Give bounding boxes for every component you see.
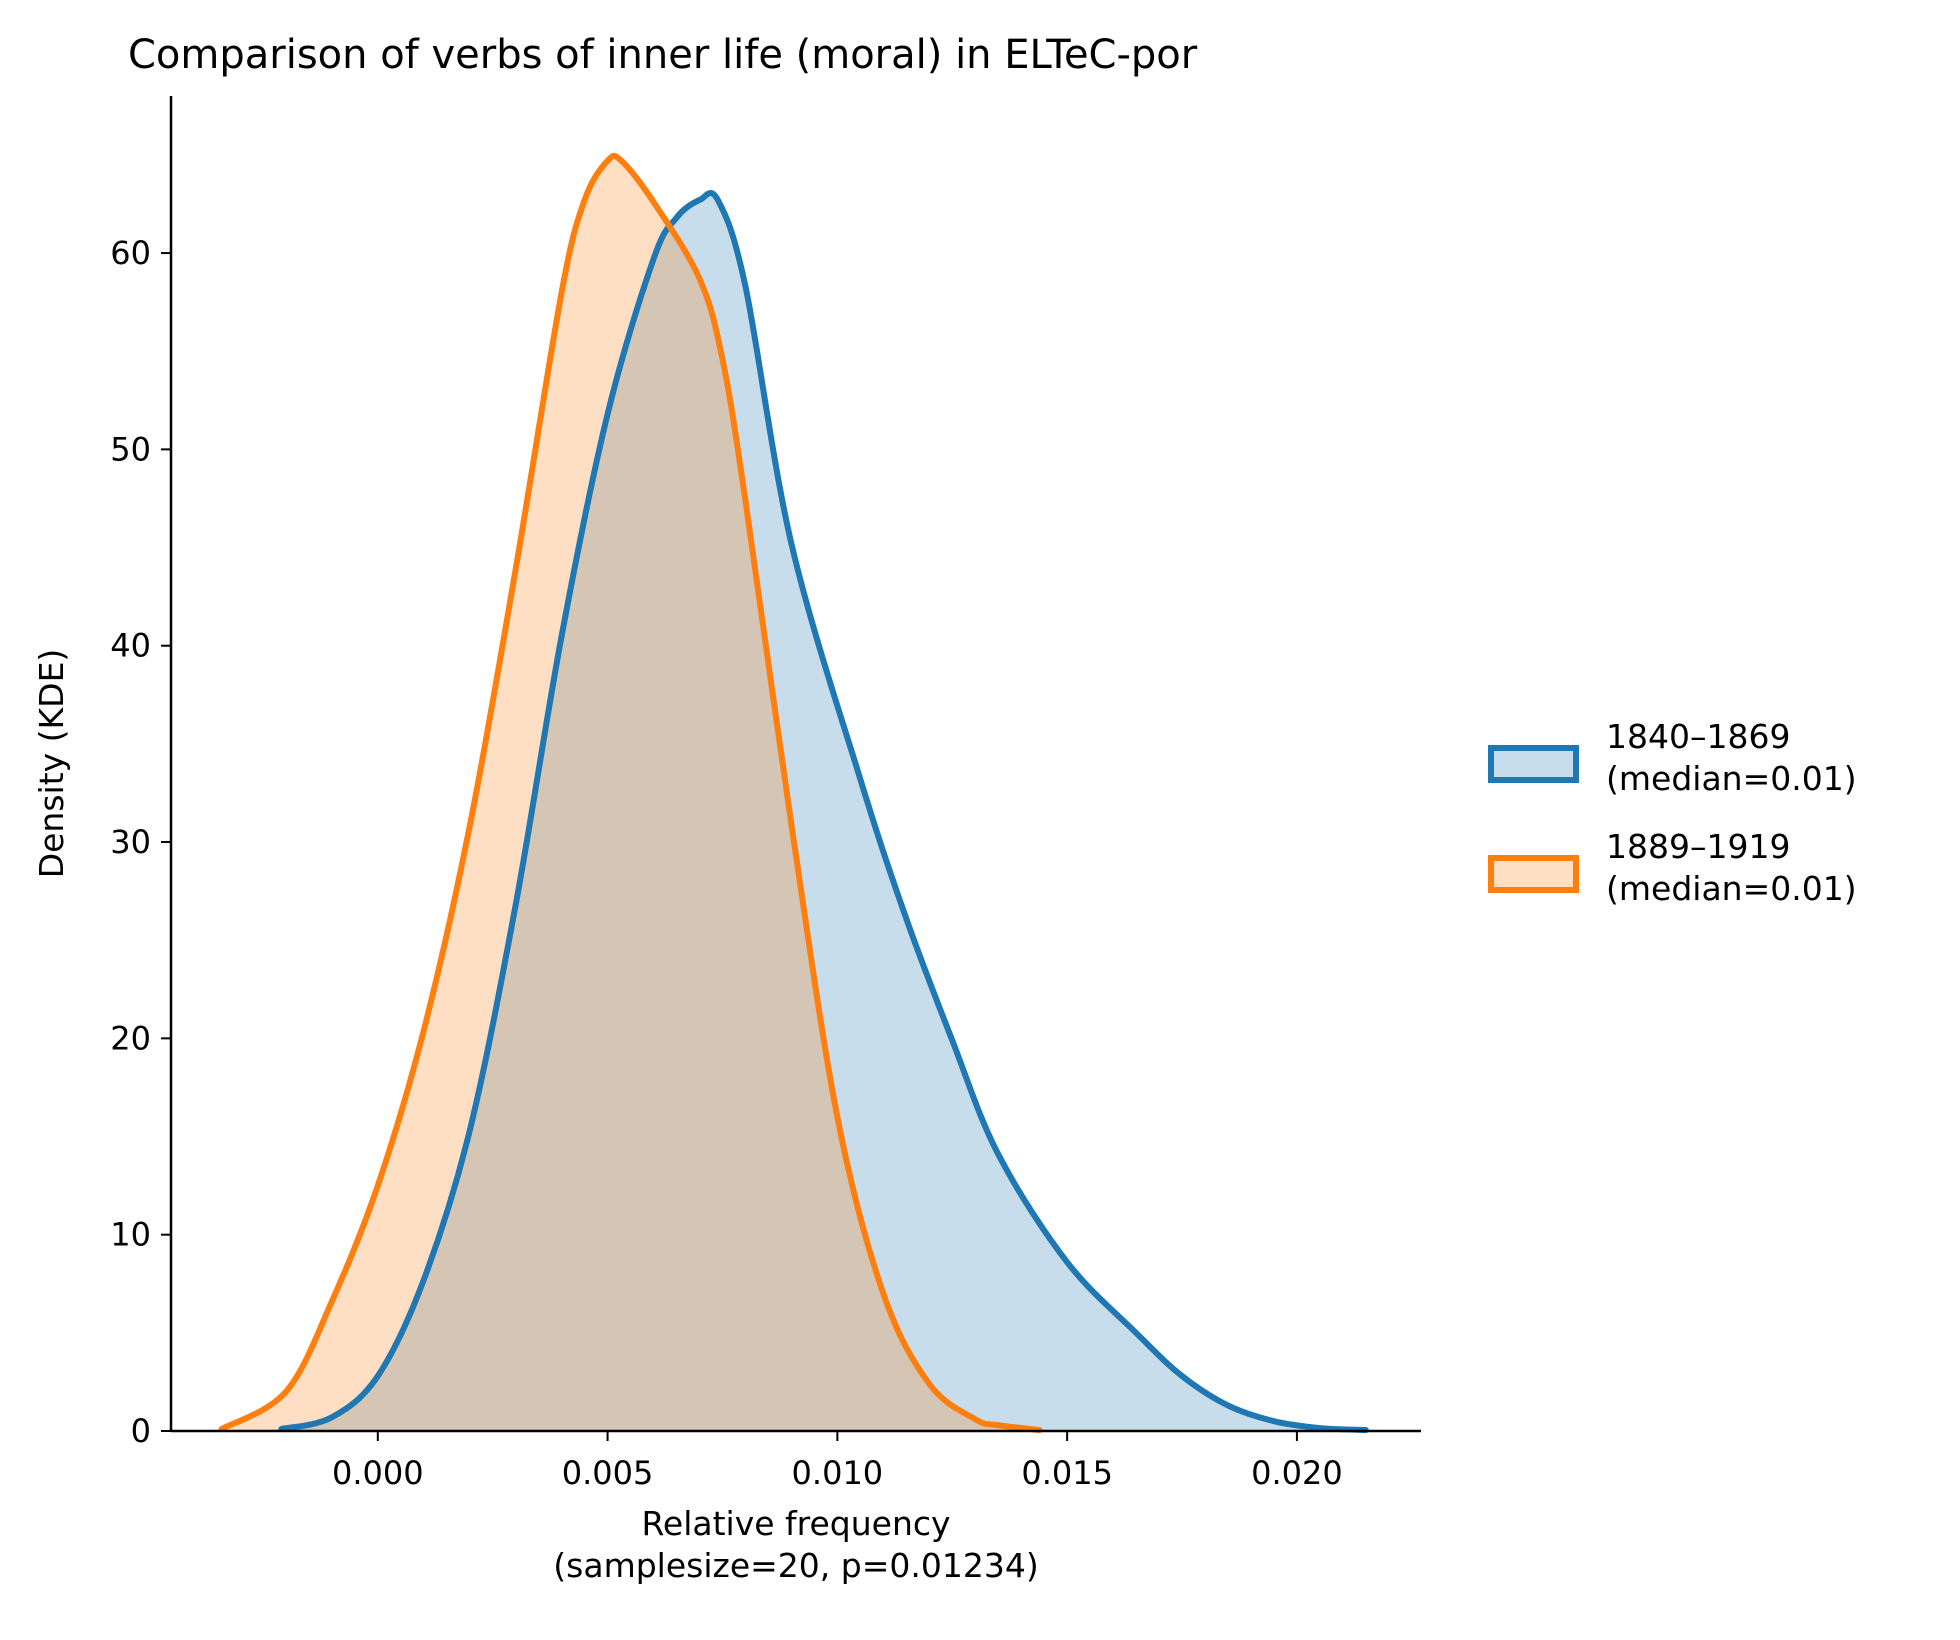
x-tick-label: 0.020 [1251, 1454, 1343, 1492]
series-area-0 [281, 192, 1366, 1432]
x-tick-label: 0.015 [1021, 1454, 1113, 1492]
x-axis-label: Relative frequency [641, 1504, 950, 1543]
y-axis-label: Density (KDE) [32, 649, 71, 879]
legend-swatch-1 [1488, 855, 1579, 893]
x-tick-label: 0.010 [792, 1454, 884, 1492]
legend-sublabel-0: (median=0.01) [1606, 759, 1857, 798]
y-axis-ticks: 0 10 20 30 40 50 60 [110, 234, 171, 1450]
series-areas [221, 155, 1366, 1432]
chart-title: Comparison of verbs of inner life (moral… [128, 32, 1198, 78]
y-tick-label: 0 [131, 1412, 151, 1450]
y-tick-label: 60 [110, 234, 151, 272]
legend-swatch-0 [1488, 745, 1579, 783]
y-tick-label: 40 [110, 627, 151, 665]
x-tick-label: 0.005 [562, 1454, 654, 1492]
y-tick-label: 20 [110, 1019, 151, 1057]
y-tick-label: 30 [110, 823, 151, 861]
series-line-1 [218, 152, 1043, 1434]
legend-label-0: 1840–1869 [1606, 717, 1790, 756]
legend-label-1: 1889–1919 [1606, 827, 1790, 866]
x-tick-label: 0.000 [332, 1454, 424, 1492]
legend: 1840–1869(median=0.01)1889–1919(median=0… [1488, 717, 1857, 908]
x-axis-label-subtitle: (samplesize=20, p=0.01234) [553, 1546, 1038, 1585]
y-tick-label: 50 [110, 430, 151, 468]
x-axis-ticks: 0.000 0.005 0.010 0.015 0.020 [332, 1431, 1343, 1492]
y-tick-label: 10 [110, 1216, 151, 1254]
series-lines [218, 152, 1369, 1434]
legend-sublabel-1: (median=0.01) [1606, 869, 1857, 908]
series-line-0 [278, 190, 1369, 1434]
